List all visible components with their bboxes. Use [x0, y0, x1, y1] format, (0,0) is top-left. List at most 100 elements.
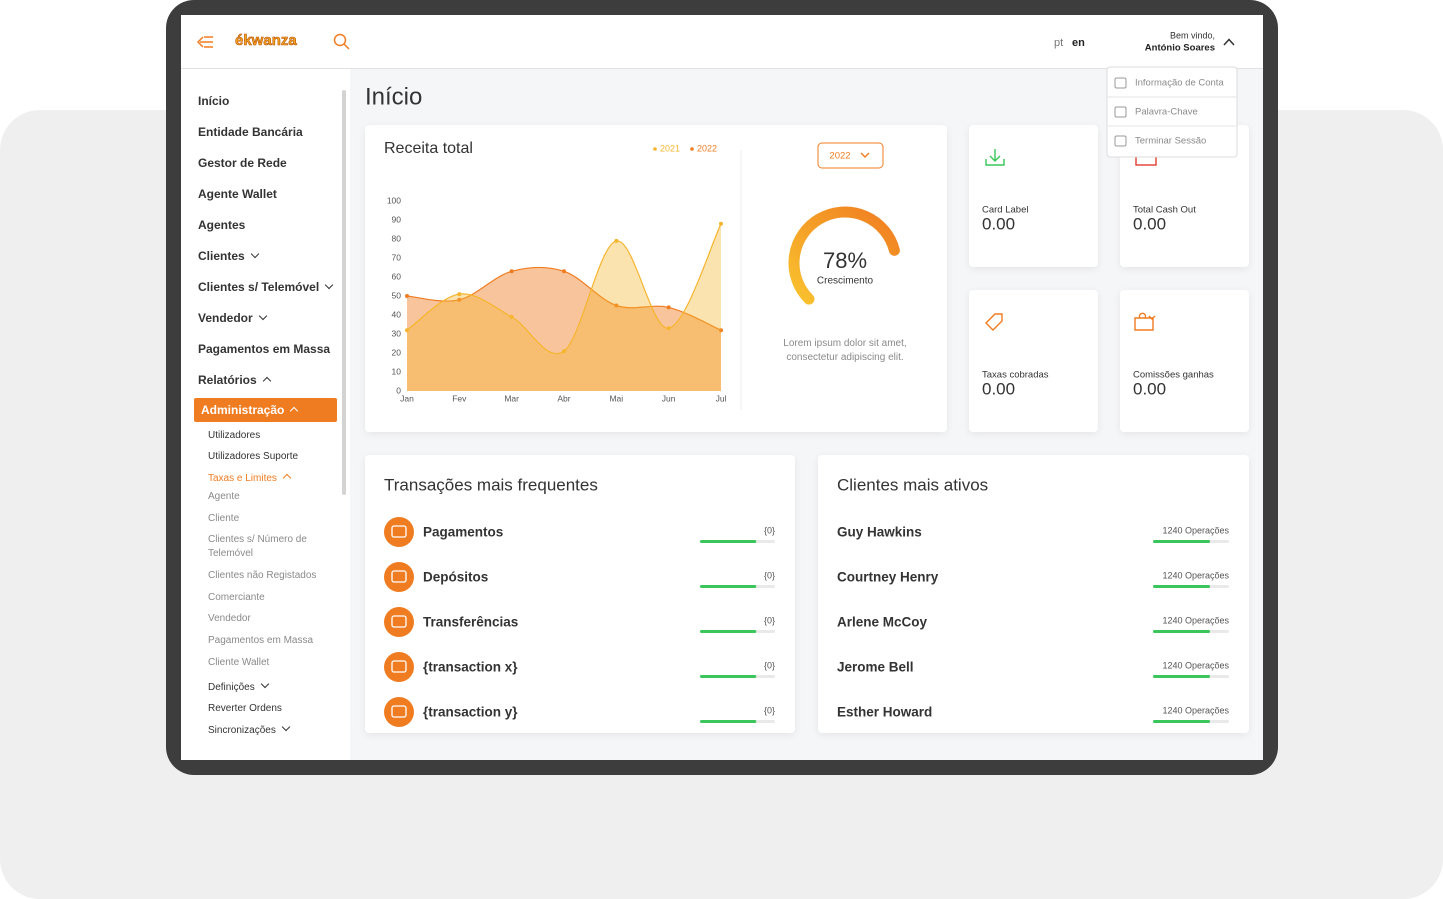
- row-icon-glyph: [391, 525, 407, 538]
- point: [405, 328, 409, 333]
- sidebar-item[interactable]: Início: [198, 94, 230, 108]
- sidebar-item[interactable]: Utilizadores: [208, 430, 261, 441]
- row-name: Depósitos: [423, 570, 488, 585]
- point: [457, 297, 462, 302]
- chevron: [258, 311, 267, 321]
- progress-bar: [1153, 675, 1210, 678]
- sidebar-item[interactable]: Taxas e Limites: [208, 472, 328, 486]
- sidebar-item[interactable]: Pagamentos em Massa: [198, 342, 331, 356]
- stat-label: Comissões ganhas: [1133, 370, 1214, 381]
- sidebar-item[interactable]: Clientes: [198, 249, 338, 263]
- x-tick-label: Fev: [452, 393, 467, 403]
- row-name: Courtney Henry: [837, 570, 939, 585]
- y-tick-label: 20: [392, 347, 402, 357]
- chevron: [262, 376, 271, 386]
- progress-bar: [1153, 585, 1210, 588]
- sidebar-item[interactable]: Agente: [208, 491, 240, 502]
- area: [407, 267, 721, 391]
- row-value: 1240 Operações: [1162, 615, 1229, 625]
- sidebar-item[interactable]: Pagamentos em Massa: [208, 635, 314, 646]
- progress-bar: [700, 720, 757, 723]
- people-icon: [1134, 312, 1156, 331]
- user-menu-toggle[interactable]: [1223, 38, 1235, 46]
- gauge-arc: [788, 206, 900, 305]
- menu-button[interactable]: [196, 36, 204, 48]
- y-tick-label: 40: [392, 309, 402, 319]
- legend-label: 2021: [660, 143, 680, 153]
- stat-card: [969, 125, 1098, 267]
- row-icon: [384, 697, 414, 727]
- stat-card: [969, 290, 1098, 432]
- stat-label: Total Cash Out: [1133, 205, 1196, 216]
- user-name: António Soares: [1145, 43, 1215, 54]
- row-name: Guy Hawkins: [837, 525, 922, 540]
- language-option[interactable]: en: [1072, 37, 1085, 49]
- sidebar-item[interactable]: Relatórios: [198, 373, 338, 387]
- menu-item[interactable]: Palavra-Chave: [1135, 107, 1198, 118]
- point: [457, 292, 462, 297]
- sidebar-item[interactable]: Vendedor: [198, 311, 338, 325]
- chevron: [290, 406, 299, 416]
- progress-bar: [700, 675, 757, 678]
- year-select-label: 2022: [829, 151, 850, 162]
- point: [614, 238, 619, 243]
- y-tick-label: 100: [387, 195, 401, 205]
- transactions-card: [365, 455, 795, 733]
- sidebar-item[interactable]: Sincronizações: [208, 722, 328, 738]
- legend-dot: [690, 147, 694, 151]
- point: [666, 326, 671, 331]
- row-value: {0}: [764, 660, 775, 670]
- sidebar-item[interactable]: Cliente: [208, 513, 240, 524]
- menu-item[interactable]: Terminar Sessão: [1135, 136, 1206, 147]
- menu-item[interactable]: Informação de Conta: [1135, 78, 1224, 89]
- chevron: [250, 249, 259, 259]
- gauge-value: 78%: [823, 248, 867, 273]
- stat-value: 0.00: [1133, 379, 1166, 398]
- x-tick-label: Abr: [557, 393, 570, 403]
- x-tick-label: Jul: [716, 393, 727, 403]
- x-tick-label: Mai: [609, 393, 623, 403]
- point: [666, 305, 671, 310]
- sidebar-item[interactable]: Agente Wallet: [198, 187, 277, 201]
- sidebar-item[interactable]: Cliente Wallet: [208, 657, 270, 668]
- sidebar-item[interactable]: Agentes: [198, 218, 246, 232]
- sidebar-item[interactable]: Gestor de Rede: [198, 156, 287, 170]
- sidebar-item[interactable]: Vendedor: [208, 613, 251, 624]
- row-value: {0}: [764, 615, 775, 625]
- search-handle: [343, 43, 350, 50]
- stat-value: 0.00: [982, 379, 1015, 398]
- scrollbar[interactable]: [342, 90, 346, 495]
- sidebar-item[interactable]: Entidade Bancária: [198, 125, 303, 139]
- sidebar-item[interactable]: Clientes s/ Número de Telemóvel: [208, 534, 307, 559]
- sidebar-item[interactable]: Definições: [208, 679, 328, 695]
- row-value: 1240 Operações: [1162, 660, 1229, 670]
- chevron: [281, 722, 291, 732]
- row-value: 1240 Operações: [1162, 570, 1229, 580]
- logo: ékwanza: [235, 32, 297, 49]
- description: Lorem ipsum dolor sit amet, consectetur …: [783, 338, 907, 363]
- sidebar-item[interactable]: Reverter Ordens: [208, 703, 282, 714]
- y-tick-label: 50: [392, 290, 402, 300]
- page-title: Início: [365, 83, 422, 110]
- chevron: [324, 280, 334, 290]
- menu-icon: [1114, 135, 1127, 147]
- row-name: Jerome Bell: [837, 660, 914, 675]
- search-icon[interactable]: [333, 33, 347, 47]
- y-tick-label: 80: [392, 233, 402, 243]
- row-name: Arlene McCoy: [837, 615, 928, 630]
- menu-lines: [200, 36, 213, 48]
- row-name: Transferências: [423, 615, 518, 630]
- sidebar-item[interactable]: Utilizadores Suporte: [208, 451, 299, 462]
- language-option[interactable]: pt: [1054, 37, 1063, 49]
- sidebar-item[interactable]: Clientes s/ Telemóvel: [198, 280, 338, 294]
- chevron: [282, 473, 292, 483]
- year-select[interactable]: [817, 142, 884, 169]
- sidebar-item[interactable]: Comerciante: [208, 592, 265, 603]
- sidebar-item[interactable]: Administração: [201, 403, 341, 417]
- stat-label: Card Label: [982, 205, 1028, 216]
- legend-label: 2022: [697, 143, 717, 153]
- sidebar-item[interactable]: Clientes não Registados: [208, 570, 317, 581]
- point: [509, 314, 514, 319]
- row-name: {transaction x}: [423, 660, 518, 675]
